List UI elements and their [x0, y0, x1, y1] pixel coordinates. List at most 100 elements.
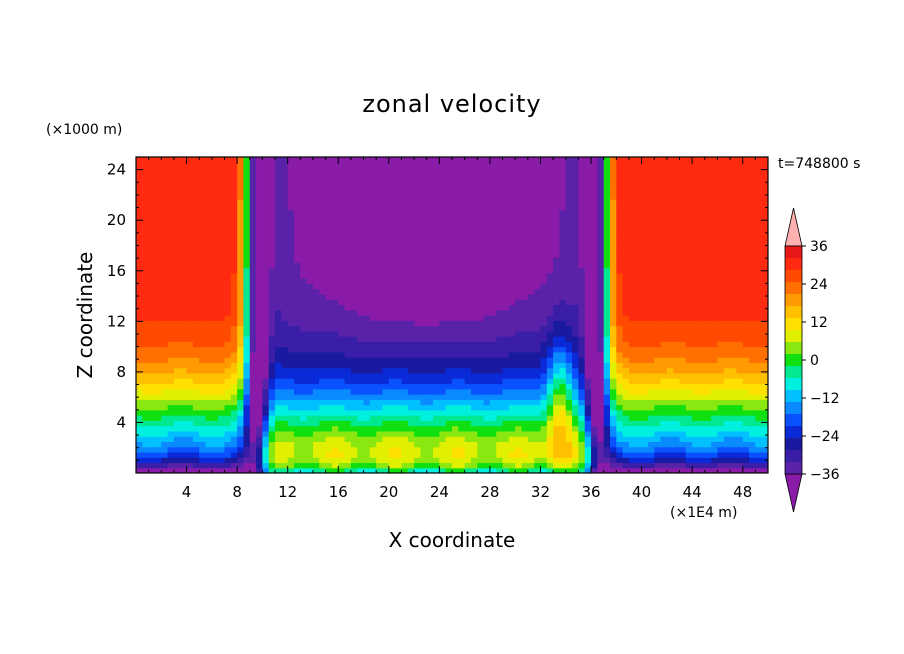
contour-cell — [136, 388, 143, 395]
contour-cell — [306, 283, 314, 290]
contour-cell — [692, 462, 700, 469]
contour-cell — [717, 425, 725, 432]
contour-cell — [540, 278, 548, 284]
contour-cell — [559, 257, 567, 263]
contour-cell — [161, 399, 169, 406]
contour-cell — [527, 346, 535, 353]
contour-cell — [553, 341, 561, 348]
contour-cell — [673, 267, 681, 274]
contour-cell — [496, 304, 504, 311]
contour-cell — [641, 315, 649, 321]
contour-cell — [666, 430, 674, 437]
contour-cell — [502, 372, 510, 379]
contour-cell — [275, 462, 282, 469]
contour-cell — [616, 383, 624, 390]
contour-cell — [553, 367, 561, 374]
contour-cell — [325, 246, 333, 253]
contour-cell — [698, 209, 706, 216]
contour-cell — [148, 446, 156, 453]
contour-cell — [477, 267, 485, 274]
contour-cell — [628, 367, 636, 374]
contour-cell — [470, 467, 478, 473]
contour-cell — [395, 262, 403, 269]
contour-cell — [704, 399, 712, 406]
contour-cell — [275, 299, 282, 306]
contour-cell — [180, 430, 188, 437]
contour-cell — [572, 394, 579, 400]
contour-cell — [527, 399, 535, 406]
contour-cell — [452, 388, 459, 395]
contour-cell — [249, 415, 257, 421]
contour-cell — [654, 315, 662, 321]
contour-cell — [306, 420, 314, 427]
contour-cell — [515, 425, 523, 432]
contour-cell — [584, 451, 592, 458]
contour-cell — [243, 409, 251, 416]
contour-cell — [344, 272, 352, 279]
contour-cell — [224, 214, 232, 221]
contour-cell — [761, 446, 768, 453]
contour-cell — [224, 320, 232, 327]
contour-cell — [666, 246, 674, 253]
contour-cell — [433, 304, 440, 311]
contour-cell — [464, 251, 472, 258]
contour-cell — [685, 362, 693, 369]
contour-cell — [742, 246, 750, 253]
contour-cell — [388, 336, 396, 342]
contour-cell — [534, 451, 542, 458]
contour-cell — [591, 214, 598, 221]
contour-cell — [382, 257, 390, 263]
contour-cell — [711, 220, 719, 227]
contour-cell — [540, 246, 548, 253]
contour-cell — [540, 225, 548, 232]
contour-cell — [565, 209, 573, 216]
contour-cell — [635, 436, 643, 442]
contour-cell — [199, 351, 207, 358]
contour-cell — [578, 320, 586, 327]
contour-cell — [761, 357, 768, 363]
contour-cell — [376, 367, 384, 374]
contour-cell — [483, 272, 491, 279]
contour-cell — [369, 262, 377, 269]
contour-cell — [578, 315, 586, 321]
contour-cell — [256, 378, 263, 385]
contour-cell — [338, 325, 346, 332]
contour-cell — [287, 336, 295, 342]
contour-cell — [433, 246, 440, 253]
contour-cell — [300, 320, 308, 327]
contour-cell — [224, 257, 232, 263]
contour-cell — [452, 394, 459, 400]
contour-cell — [224, 272, 232, 279]
contour-cell — [521, 462, 529, 469]
contour-cell — [268, 441, 276, 448]
contour-cell — [205, 225, 213, 232]
contour-cell — [199, 230, 207, 237]
contour-cell — [540, 451, 548, 458]
contour-cell — [635, 409, 643, 416]
contour-cell — [723, 251, 731, 258]
contour-cell — [597, 241, 605, 248]
contour-cell — [344, 441, 352, 448]
contour-cell — [173, 441, 181, 448]
contour-cell — [218, 415, 226, 421]
contour-cell — [610, 220, 617, 227]
contour-cell — [167, 299, 175, 306]
contour-cell — [414, 367, 421, 374]
contour-cell — [173, 346, 181, 353]
contour-cell — [211, 251, 219, 258]
contour-cell — [369, 415, 377, 421]
contour-cell — [717, 436, 725, 442]
contour-cell — [749, 388, 756, 395]
contour-cell — [540, 441, 548, 448]
contour-cell — [161, 467, 169, 473]
contour-cell — [281, 230, 289, 237]
contour-cell — [692, 283, 700, 290]
contour-cell — [572, 220, 579, 227]
contour-cell — [692, 378, 700, 385]
contour-cell — [363, 378, 371, 385]
contour-cell — [572, 372, 579, 379]
contour-cell — [534, 378, 542, 385]
contour-cell — [452, 304, 459, 311]
contour-cell — [660, 236, 668, 242]
contour-cell — [641, 341, 649, 348]
